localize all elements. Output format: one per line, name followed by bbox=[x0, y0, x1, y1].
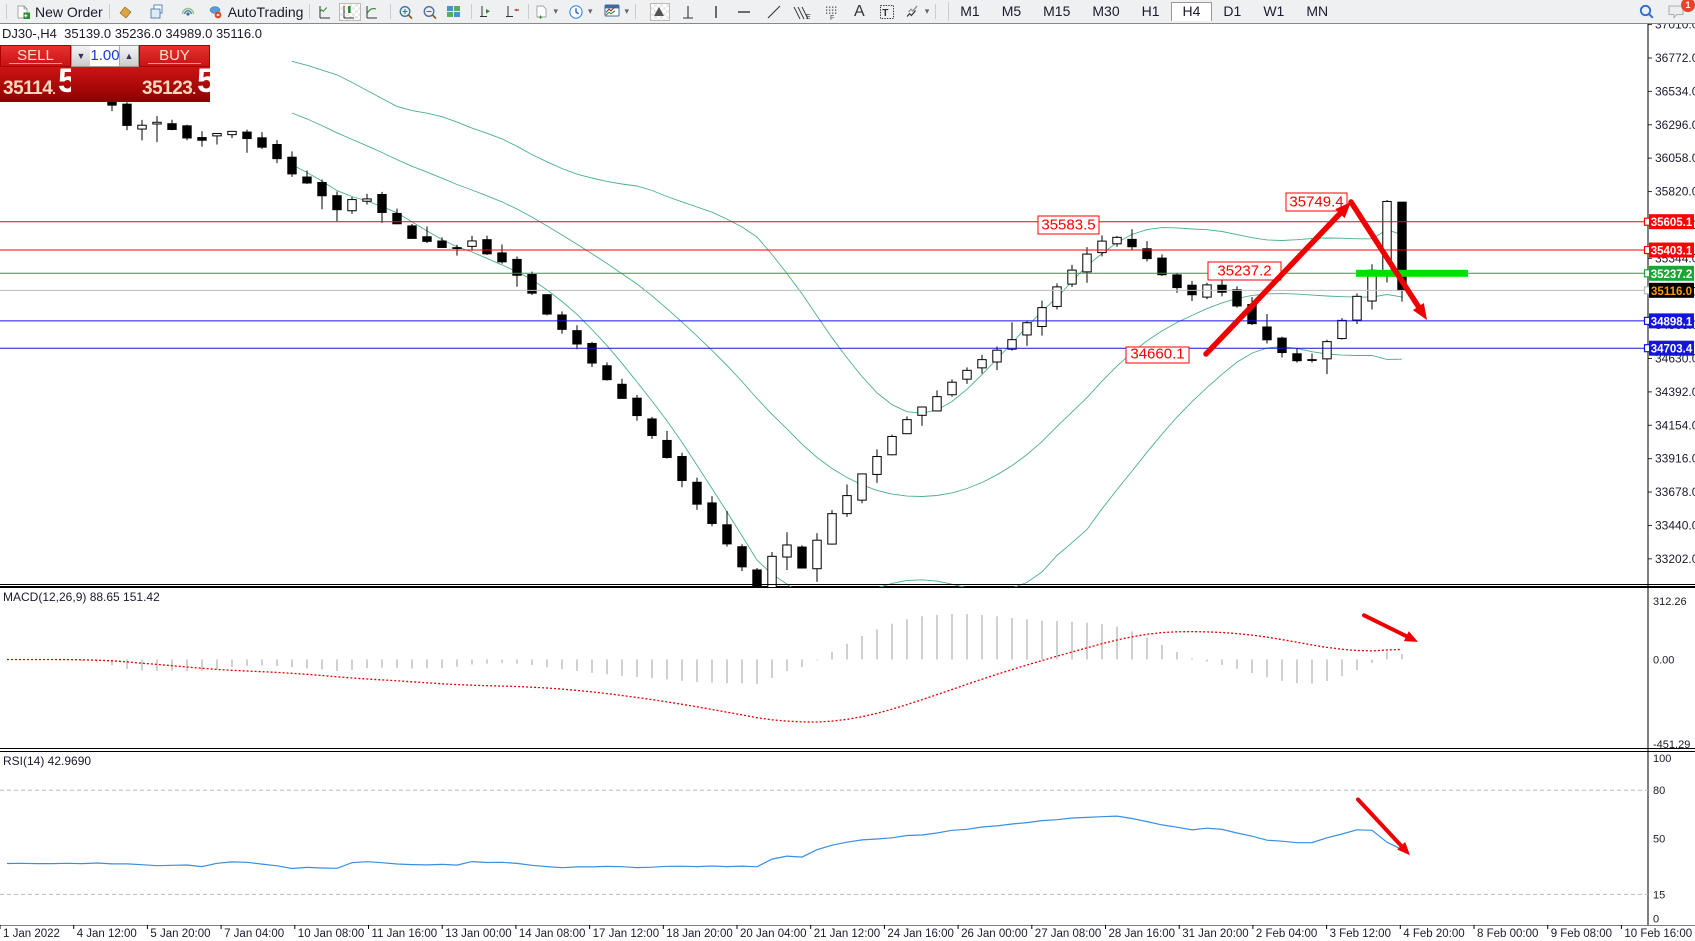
svg-text:35237.2: 35237.2 bbox=[1651, 269, 1693, 281]
svg-text:312.26: 312.26 bbox=[1653, 596, 1687, 608]
svg-text:2 Feb 04:00: 2 Feb 04:00 bbox=[1256, 928, 1317, 940]
svg-text:20 Jan 04:00: 20 Jan 04:00 bbox=[740, 928, 807, 940]
svg-text:24 Jan 16:00: 24 Jan 16:00 bbox=[887, 928, 954, 940]
svg-text:50: 50 bbox=[1653, 833, 1665, 845]
svg-text:0.00: 0.00 bbox=[1653, 655, 1674, 667]
svg-text:27 Jan 08:00: 27 Jan 08:00 bbox=[1035, 928, 1102, 940]
svg-text:9 Feb 08:00: 9 Feb 08:00 bbox=[1551, 928, 1612, 940]
svg-text:11 Jan 16:00: 11 Jan 16:00 bbox=[372, 928, 438, 940]
svg-text:4 Feb 20:00: 4 Feb 20:00 bbox=[1403, 928, 1464, 940]
svg-text:3 Feb 12:00: 3 Feb 12:00 bbox=[1330, 928, 1391, 940]
svg-text:F: F bbox=[830, 15, 834, 20]
svg-text:17 Jan 12:00: 17 Jan 12:00 bbox=[593, 928, 660, 940]
svg-text:1 Jan 2022: 1 Jan 2022 bbox=[3, 928, 60, 940]
svg-text:MACD(12,26,9) 88.65 151.42: MACD(12,26,9) 88.65 151.42 bbox=[3, 590, 160, 604]
svg-text:34703.4: 34703.4 bbox=[1651, 344, 1693, 356]
svg-text:35237.2: 35237.2 bbox=[1217, 263, 1271, 280]
svg-text:26 Jan 00:00: 26 Jan 00:00 bbox=[961, 928, 1028, 940]
svg-text:10 Feb 16:00: 10 Feb 16:00 bbox=[1624, 928, 1692, 940]
svg-text:8 Feb 00:00: 8 Feb 00:00 bbox=[1477, 928, 1538, 940]
svg-text:36296.0: 36296.0 bbox=[1655, 118, 1695, 132]
svg-text:33678.0: 33678.0 bbox=[1655, 485, 1695, 499]
svg-text:33440.0: 33440.0 bbox=[1655, 518, 1695, 532]
svg-text:14 Jan 08:00: 14 Jan 08:00 bbox=[519, 928, 586, 940]
svg-text:10 Jan 08:00: 10 Jan 08:00 bbox=[298, 928, 365, 940]
svg-text:35116.0: 35116.0 bbox=[1651, 286, 1692, 298]
svg-text:34660.1: 34660.1 bbox=[1130, 346, 1184, 363]
svg-text:34392.0: 34392.0 bbox=[1655, 385, 1695, 399]
svg-text:4 Jan 12:00: 4 Jan 12:00 bbox=[77, 928, 137, 940]
svg-text:0: 0 bbox=[1653, 913, 1659, 925]
svg-text:28 Jan 16:00: 28 Jan 16:00 bbox=[1109, 928, 1176, 940]
svg-text:35403.1: 35403.1 bbox=[1651, 246, 1693, 258]
svg-text:13 Jan 00:00: 13 Jan 00:00 bbox=[445, 928, 512, 940]
svg-text:36058.0: 36058.0 bbox=[1655, 151, 1695, 165]
svg-text:-451.29: -451.29 bbox=[1653, 739, 1690, 751]
svg-text:31 Jan 20:00: 31 Jan 20:00 bbox=[1182, 928, 1249, 940]
svg-text:18 Jan 20:00: 18 Jan 20:00 bbox=[666, 928, 733, 940]
svg-text:36772.0: 36772.0 bbox=[1655, 51, 1695, 65]
svg-text:100: 100 bbox=[1653, 753, 1671, 765]
svg-text:5 Jan 20:00: 5 Jan 20:00 bbox=[150, 928, 210, 940]
svg-text:37010.0: 37010.0 bbox=[1655, 24, 1695, 32]
svg-text:80: 80 bbox=[1653, 785, 1665, 797]
svg-text:33916.0: 33916.0 bbox=[1655, 452, 1695, 466]
svg-text:35820.0: 35820.0 bbox=[1655, 185, 1695, 199]
svg-text:RSI(14) 42.9690: RSI(14) 42.9690 bbox=[3, 754, 91, 768]
svg-text:15: 15 bbox=[1653, 889, 1665, 901]
svg-text:35583.5: 35583.5 bbox=[1041, 217, 1095, 234]
svg-text:35605.1: 35605.1 bbox=[1651, 217, 1693, 229]
svg-text:T: T bbox=[882, 8, 888, 19]
svg-text:E: E bbox=[806, 14, 811, 20]
svg-text:34154.0: 34154.0 bbox=[1655, 418, 1695, 432]
svg-text:21 Jan 12:00: 21 Jan 12:00 bbox=[814, 928, 881, 940]
svg-text:7 Jan 04:00: 7 Jan 04:00 bbox=[224, 928, 284, 940]
svg-text:33202.0: 33202.0 bbox=[1655, 552, 1695, 566]
svg-text:34898.1: 34898.1 bbox=[1651, 316, 1693, 328]
svg-text:35749.4: 35749.4 bbox=[1289, 194, 1343, 211]
svg-text:36534.0: 36534.0 bbox=[1655, 84, 1695, 98]
